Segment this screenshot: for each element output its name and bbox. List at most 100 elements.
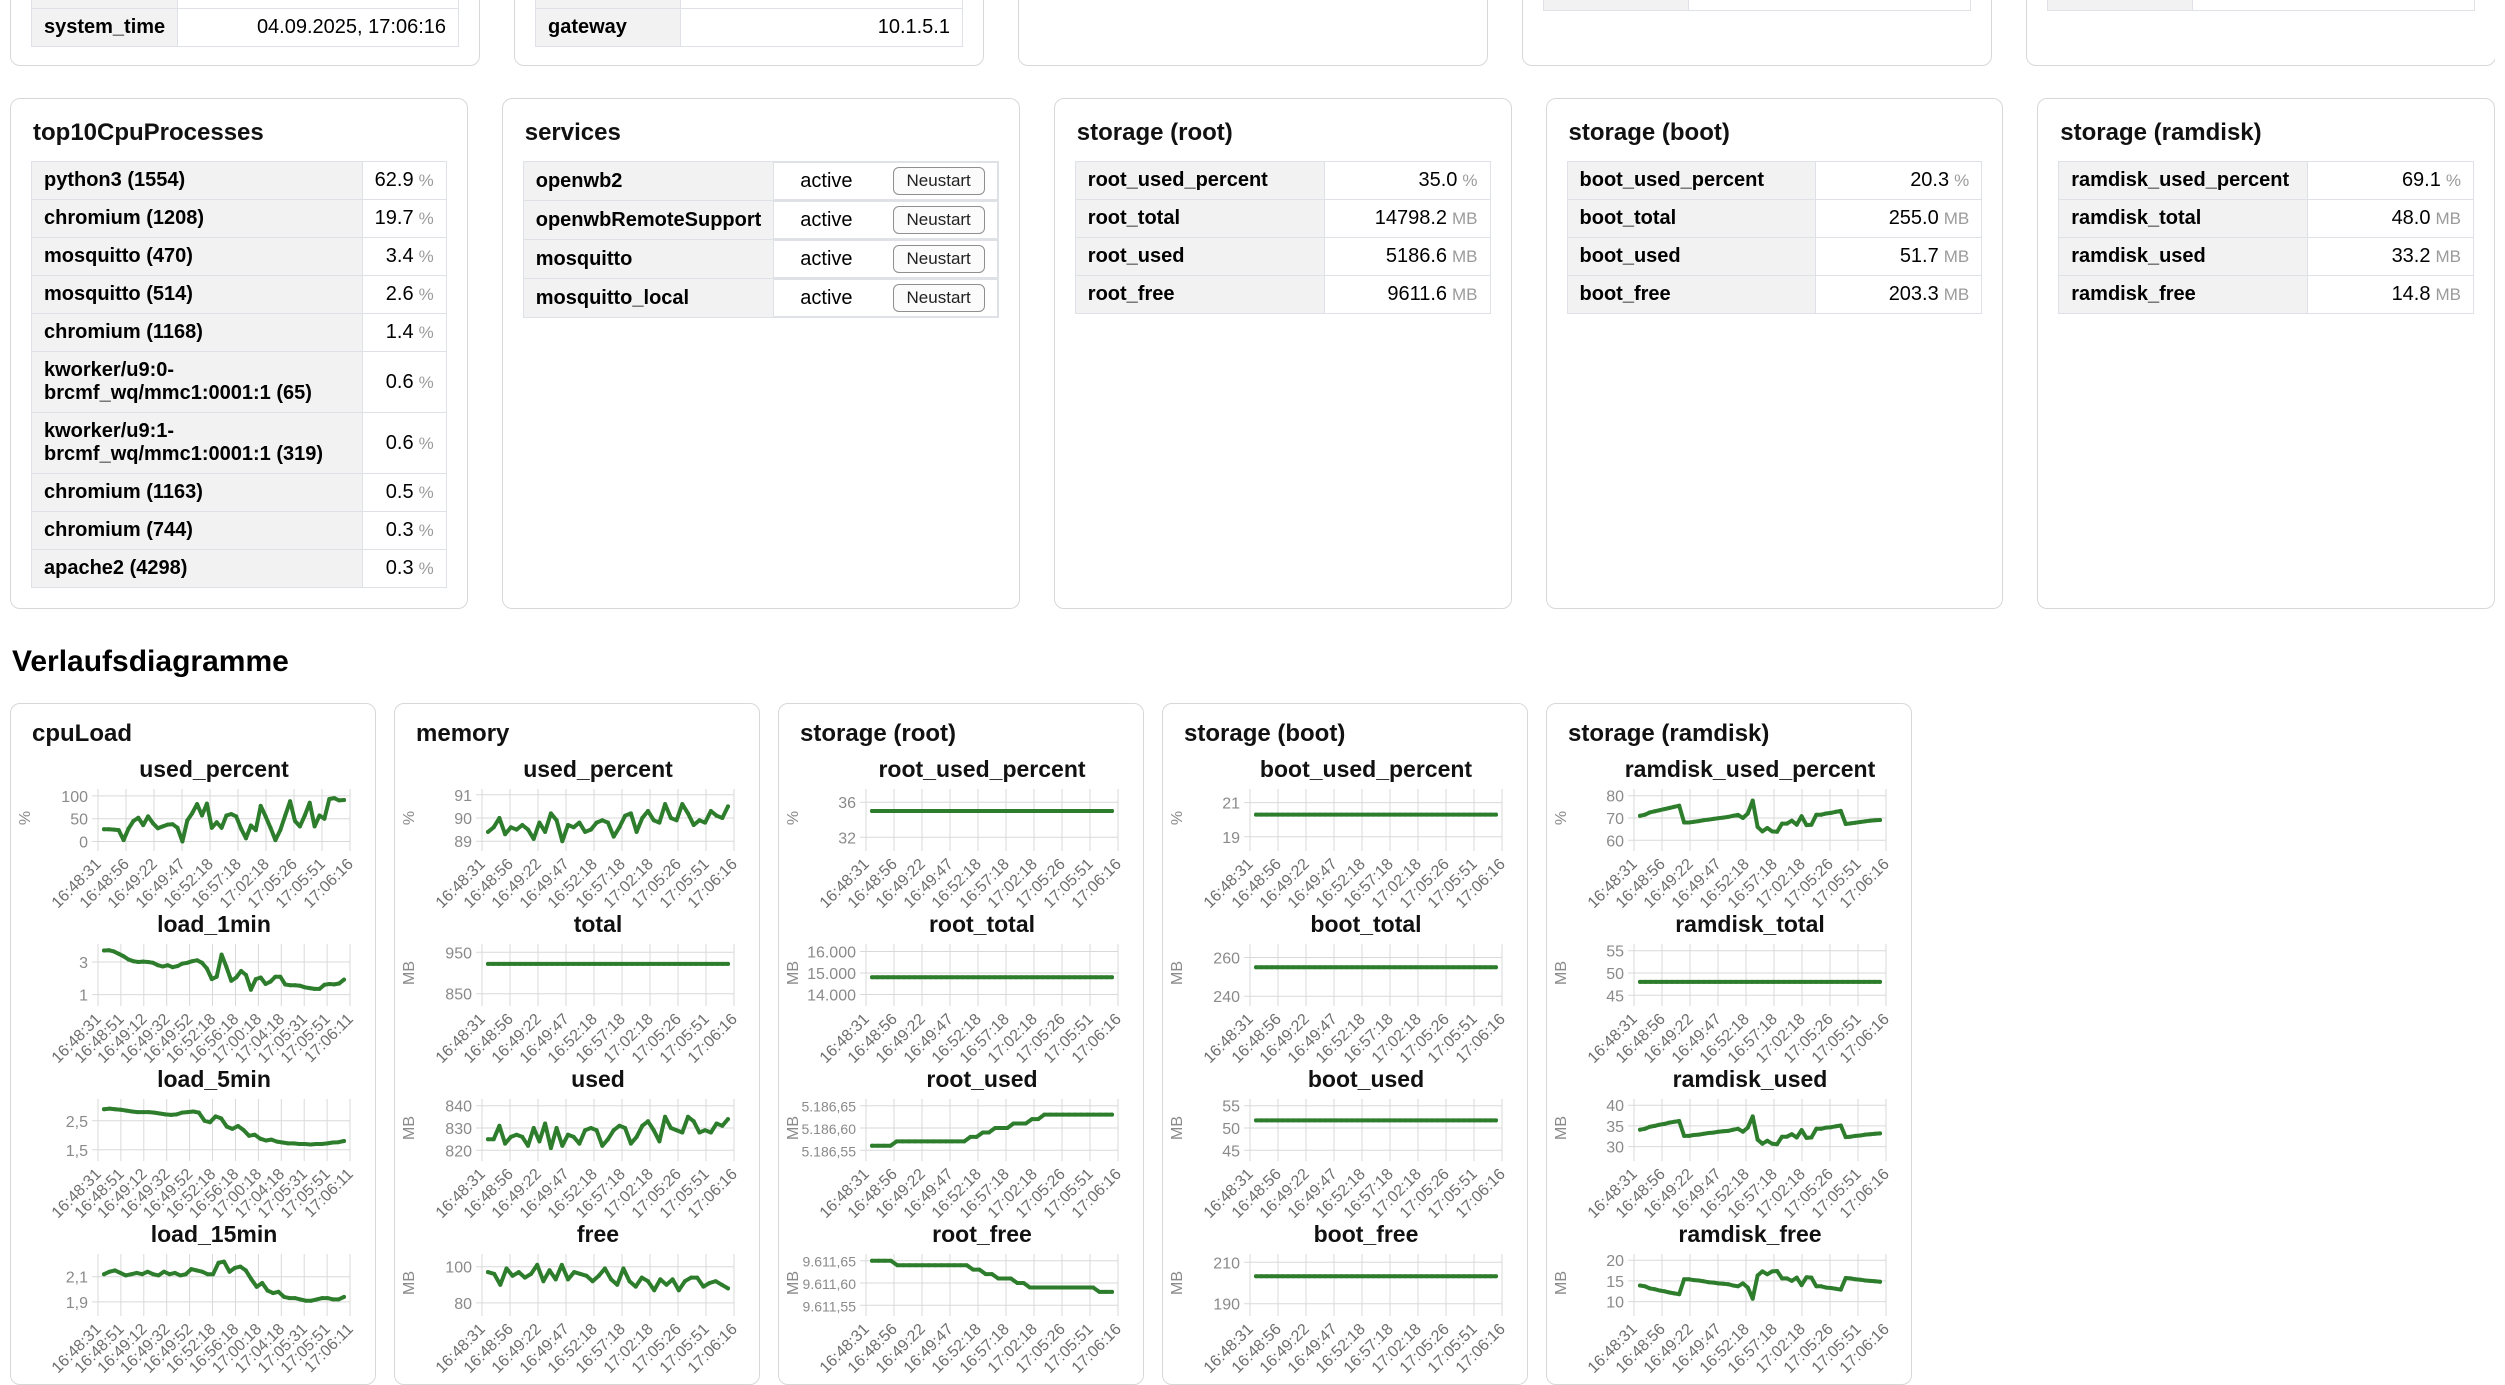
chart-block: used_percent 16:48:31 16:48:56 16:49:22 16:4… — [18, 756, 368, 909]
summary-card: top10CpuProcesses python3 (1554) 62.9% chro… — [10, 98, 468, 609]
service-status: active — [800, 247, 853, 270]
chart-block: used_percent 16:48:31 16:48:56 16:49:22 16:4… — [402, 756, 752, 909]
chart-block: ramdisk_total 16:48:31 16:48:56 16:49:22 16:… — [1554, 911, 1904, 1064]
svg-text:1,5: 1,5 — [66, 1143, 88, 1160]
value-unit: MB — [1943, 247, 1970, 266]
row-value: 0.3% — [361, 511, 447, 550]
chart-title: total — [573, 911, 623, 937]
restart-button[interactable]: Neustart — [892, 167, 985, 195]
chart-block: root_total 16:48:31 16:48:56 16:49:22 16:49:… — [786, 911, 1136, 1064]
value-unit: % — [418, 209, 434, 228]
value-text: 2.6 — [385, 283, 414, 305]
chart-title: load_5min — [157, 1066, 271, 1092]
table-row: apache2 (4298) 0.3% — [31, 549, 447, 588]
table-row: ramdisk_free 14.8 MB — [2058, 275, 2474, 314]
value-text: 33.2 — [2391, 245, 2431, 267]
row-value: 203.3 MB — [1815, 275, 1983, 314]
restart-button[interactable]: Neustart — [892, 284, 985, 312]
chart-title: used_percent — [139, 756, 289, 782]
chart-block: root_used_percent 16:48:31 16:48:56 16:49:2… — [786, 756, 1136, 909]
summary-card: storage (root) root_used_percent 35.0% root… — [1053, 98, 1512, 609]
chart-block: boot_used 16:48:31 16:48:56 16:49:22 16:49:4… — [1170, 1066, 1520, 1219]
svg-text:MB: MB — [1170, 961, 1186, 985]
chart-block: load_1min 16:48:31 16:48:51 16:49:12 16:49:3… — [18, 911, 368, 1064]
row-label: uptime — [30, 0, 179, 9]
value-text: 48.0 — [2391, 207, 2431, 229]
value-text: 0.6 — [385, 370, 414, 393]
svg-text:91: 91 — [454, 788, 472, 805]
service-status: active — [800, 286, 853, 309]
row-value: 2 Tage, 05:51:56 — [177, 0, 459, 9]
card-title: cpuLoad — [32, 720, 132, 747]
top-card — [1018, 0, 1488, 66]
table-row: root_used 5186.6 MB — [1074, 237, 1491, 276]
chart-svg: 16:48:3116:48:5116:49:1216:49:3216:49:52… — [49, 1254, 357, 1374]
table-row: mosquitto active Neustart — [522, 239, 999, 279]
row-label: root_free — [1074, 275, 1325, 314]
svg-text:830: 830 — [445, 1121, 472, 1138]
row-value: 62.9% — [361, 161, 447, 200]
chart-svg: 16:48:3116:48:5116:49:1216:49:3216:49:52… — [49, 944, 357, 1064]
table-row: root_total 14798.2 MB — [1074, 199, 1491, 238]
svg-text:3: 3 — [79, 955, 88, 972]
row-value: 04.09.2025, 17:06:16 — [177, 8, 459, 47]
value-unit: MB — [2435, 209, 2462, 228]
row-value: 255.255.255.0 — [680, 0, 963, 9]
svg-text:190: 190 — [1213, 1297, 1240, 1314]
row-value: 48.0 MB — [2307, 199, 2474, 238]
row-value: active Neustart — [774, 240, 998, 278]
svg-text:%: % — [1170, 811, 1186, 825]
row-value: 88.8 MB — [2192, 0, 2475, 11]
chart-title: load_15min — [150, 1221, 278, 1247]
value-unit: % — [418, 323, 434, 342]
chart-svg: 16:48:3116:48:5616:49:2216:49:4716:52:18… — [786, 944, 1125, 1064]
svg-text:90: 90 — [454, 811, 472, 828]
svg-text:%: % — [1554, 811, 1570, 825]
chart-svg: 16:48:3116:48:5616:49:2216:49:4716:52:18… — [1170, 789, 1509, 909]
chart-block: root_used 16:48:31 16:48:56 16:49:22 16:49:4… — [786, 1066, 1136, 1219]
svg-text:MB: MB — [1554, 1271, 1570, 1295]
svg-text:MB: MB — [786, 1271, 802, 1295]
restart-button[interactable]: Neustart — [892, 245, 985, 273]
chart-title: used_percent — [523, 756, 673, 782]
restart-button[interactable]: Neustart — [892, 206, 985, 234]
svg-text:55: 55 — [1222, 1099, 1240, 1116]
svg-text:850: 850 — [445, 987, 472, 1004]
kv-table: subnet255.255.255.0gateway 10.1.5.1 — [534, 0, 963, 47]
svg-text:80: 80 — [1606, 789, 1624, 806]
svg-text:19: 19 — [1222, 830, 1240, 847]
chart-svg: 16:48:3116:48:5616:49:2216:49:4716:52:18… — [1554, 789, 1893, 909]
svg-text:MB: MB — [786, 961, 802, 985]
svg-text:80: 80 — [454, 1296, 472, 1313]
history-card: memory used_percent 16:48:31 16:48:56 16:49:… — [394, 703, 760, 1385]
table-row: free 88.8 MB — [2046, 0, 2475, 11]
svg-text:240: 240 — [1213, 989, 1240, 1006]
chart-title: load_1min — [157, 911, 271, 937]
svg-text:15: 15 — [1606, 1274, 1624, 1291]
svg-text:MB: MB — [1554, 1116, 1570, 1140]
chart-svg: 16:48:3116:48:5616:49:2216:49:4716:52:18… — [786, 789, 1125, 909]
svg-text:260: 260 — [1213, 951, 1240, 968]
svg-text:210: 210 — [1213, 1255, 1240, 1272]
value-text: 88.8 — [2393, 0, 2432, 2]
value-text: 14798.2 — [1374, 207, 1448, 229]
row-value: 69.1% — [2307, 161, 2474, 200]
table-row: system_time 04.09.2025, 17:06:16 — [30, 8, 459, 47]
value-unit: MB — [1452, 247, 1478, 266]
chart-title: boot_used_percent — [1259, 756, 1473, 782]
value-text: 19.7 — [374, 207, 414, 229]
card-title: storage (ramdisk) — [2060, 119, 2262, 146]
row-label: openwbRemoteSupport — [522, 200, 775, 240]
svg-text:MB: MB — [402, 961, 418, 985]
table-row: kworker/u9:0-brcmf_wq/mmc1:0001:1 (65) 0.… — [31, 351, 447, 413]
table-row: boot_total 255.0 MB — [1566, 199, 1983, 238]
row-label: kworker/u9:1-brcmf_wq/mmc1:0001:1 (319) — [31, 412, 363, 474]
row-value: 9611.6 MB — [1323, 275, 1491, 314]
kv-table: ramdisk_used_percent 69.1% ramdisk_total 48… — [2058, 161, 2474, 314]
chart-title: root_total — [928, 911, 1036, 937]
svg-text:55: 55 — [1606, 944, 1624, 961]
value-text: 203.3 — [1888, 283, 1939, 305]
table-row: openwb2 active Neustart — [522, 161, 999, 201]
chart-block: free 16:48:31 16:48:56 16:49:22 16:49:47 16:5… — [402, 1221, 752, 1374]
svg-text:30: 30 — [1606, 1140, 1624, 1157]
